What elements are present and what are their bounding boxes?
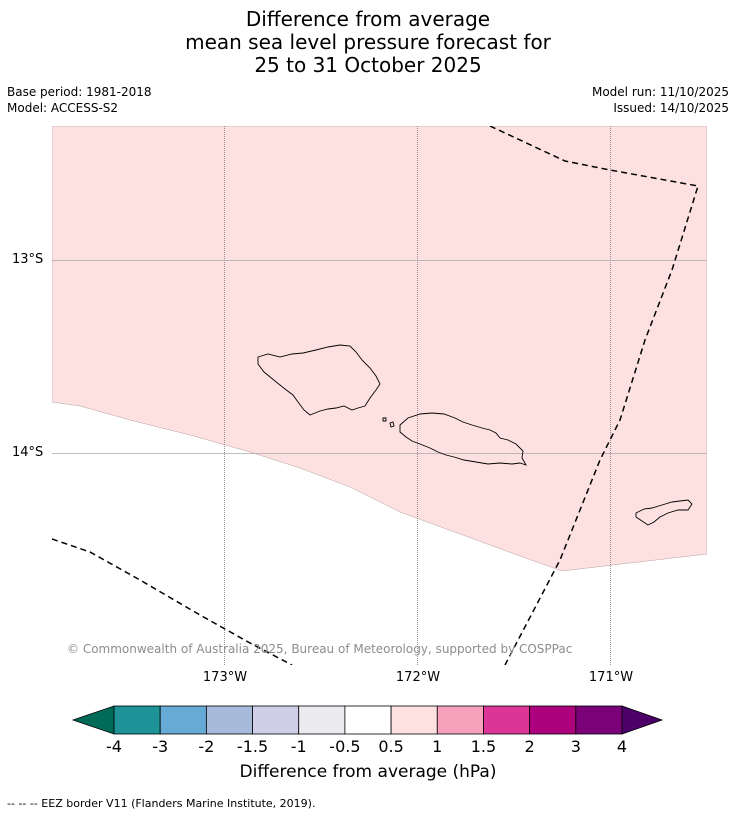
colorbar-segment (252, 705, 300, 735)
lat-label-13s: 13°S (12, 252, 44, 267)
title-line-3: 25 to 31 October 2025 (254, 53, 482, 77)
colorbar-segment (205, 705, 253, 735)
colorbar-title: Difference from average (hPa) (239, 762, 497, 782)
colorbar-segment (390, 705, 438, 735)
colorbar-tick-label: -1.5 (236, 737, 269, 756)
title-line-1: Difference from average (245, 7, 491, 31)
colorbar-tick-label: 4 (616, 737, 628, 756)
colorbar-segment (575, 705, 623, 735)
island-upolu (399, 412, 527, 466)
title-line-2: mean sea level pressure forecast for (185, 30, 551, 54)
island-savaii (257, 344, 381, 416)
colorbar-segment (344, 705, 392, 735)
issued-date: Issued: 14/10/2025 (613, 101, 729, 115)
colorbar-tick-label: 1 (432, 737, 443, 756)
meta-left: Base period: 1981-2018 Model: ACCESS-S2 (7, 84, 152, 116)
colorbar-tick-label: 3 (570, 737, 581, 756)
lon-label-173w: 173°W (202, 670, 248, 685)
colorbar-tick-label: -0.5 (329, 737, 361, 756)
colorbar-tick-label: 1.5 (470, 737, 497, 756)
colorbar-under-arrow (71, 705, 115, 735)
base-period: Base period: 1981-2018 (7, 85, 152, 99)
anomaly-shaded-region (52, 126, 707, 572)
model-run: Model run: 11/10/2025 (591, 85, 729, 99)
colorbar-segment (483, 705, 531, 735)
lat-label-14s: 14°S (12, 445, 44, 460)
colorbar-over-arrow (621, 705, 664, 735)
meta-right: Model run: 11/10/2025 Issued: 14/10/2025 (592, 84, 729, 116)
eez-border-north (489, 126, 699, 665)
colorbar-tick-label: -3 (152, 737, 169, 756)
colorbar-segment (529, 705, 577, 735)
chart-title: Difference from average mean sea level p… (0, 8, 736, 77)
colorbar-segment (113, 705, 161, 735)
colorbar-tick-label: 2 (524, 737, 535, 756)
colorbar-segment (436, 705, 484, 735)
eez-legend: -- -- -- EEZ border V11 (Flanders Marine… (7, 797, 316, 810)
lon-label-171w: 171°W (588, 670, 634, 685)
island-apolima (382, 417, 387, 422)
colorbar-segment (159, 705, 207, 735)
colorbar-tick-label: -4 (106, 737, 122, 756)
lon-label-172w: 172°W (395, 670, 441, 685)
colorbar-tick-label: -2 (198, 737, 215, 756)
copyright-notice: © Commonwealth of Australia 2025, Bureau… (67, 642, 573, 656)
island-tutuila (635, 499, 693, 526)
colorbar-tick-label: -1 (290, 737, 307, 756)
eez-border-southwest (52, 538, 293, 665)
colorbar-segment (298, 705, 346, 735)
colorbar-tick-label: 0.5 (378, 737, 404, 756)
model-name: Model: ACCESS-S2 (7, 101, 119, 115)
island-manono (389, 421, 395, 428)
